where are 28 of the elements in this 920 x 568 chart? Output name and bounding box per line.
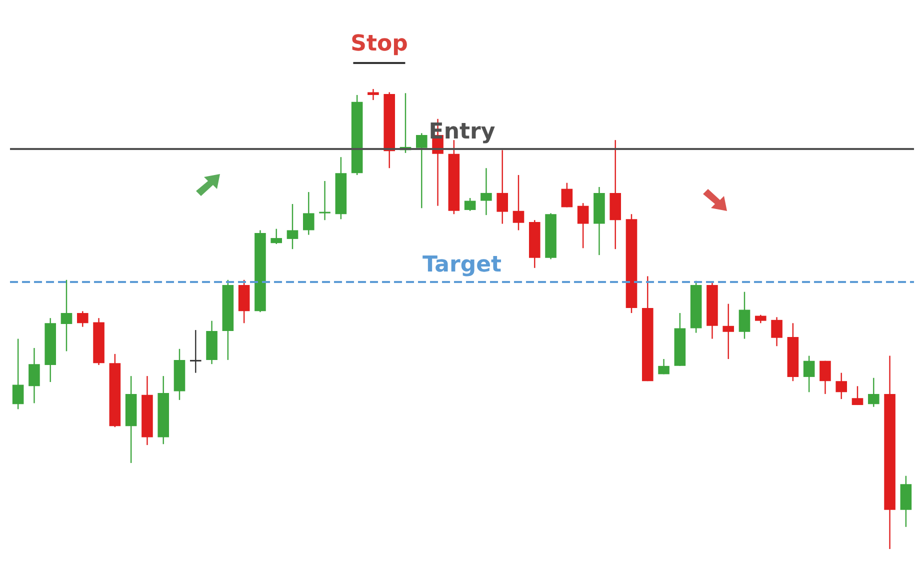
candlestick — [852, 386, 864, 406]
candlestick — [722, 303, 734, 360]
candlestick — [60, 279, 72, 352]
ref-line-label: Target — [422, 252, 502, 278]
candlestick — [28, 347, 40, 404]
candlestick — [658, 358, 670, 375]
candlestick — [836, 372, 848, 400]
candlestick — [496, 150, 508, 224]
candlestick — [464, 197, 476, 212]
candlestick — [577, 202, 589, 249]
candlestick — [561, 182, 573, 208]
candlestick — [368, 88, 379, 101]
candlestick — [803, 355, 815, 393]
candlestick — [302, 191, 314, 236]
candlestick — [512, 174, 524, 231]
candlestick — [190, 329, 202, 374]
candlestick — [738, 291, 750, 340]
candlestick — [12, 338, 24, 410]
candlestick — [416, 132, 428, 209]
candlestick — [76, 310, 88, 328]
candlestick — [270, 228, 282, 245]
candlestick — [771, 316, 782, 347]
text: Stop — [350, 32, 408, 56]
candlestick — [820, 360, 831, 395]
candlestick — [286, 203, 298, 250]
candlestick — [480, 168, 492, 216]
candlestick — [319, 180, 330, 221]
candlestick — [868, 377, 880, 408]
